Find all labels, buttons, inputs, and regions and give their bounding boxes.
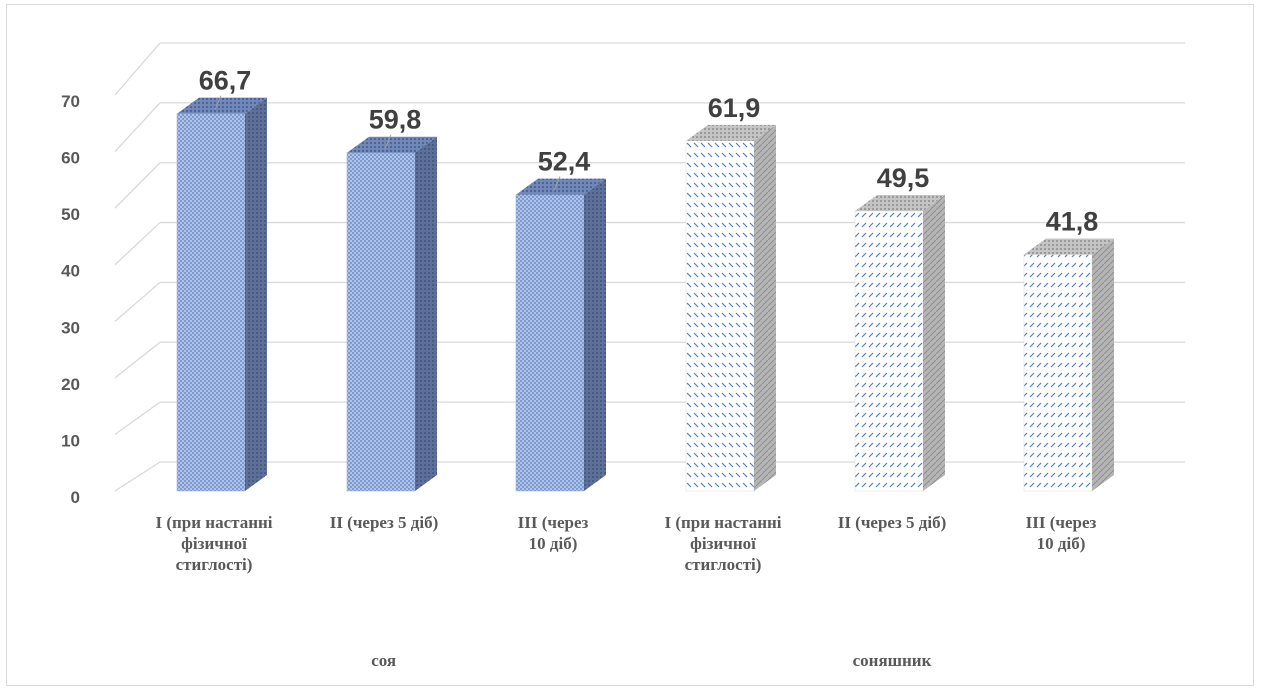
gridline-depth [114,341,161,379]
data-label: 52,4 [538,147,591,177]
gridline-depth [114,102,161,153]
x-group-label: соняшник [852,651,932,670]
bar-top [347,136,437,153]
gridline-depth [114,281,161,322]
y-axis: 0 10 20 30 40 50 60 70 [61,92,80,507]
bar-front [346,152,416,492]
data-labels: 66,7 59,8 52,4 61,9 49,5 41,8 [199,66,1099,237]
data-label: 59,8 [369,105,422,135]
bar-front [685,140,755,492]
bar-top [855,194,945,211]
data-label: 61,9 [708,93,761,123]
y-tick-label: 20 [61,375,80,394]
gridline-depth [114,461,161,492]
bar [515,176,606,492]
gridline-depth [114,401,161,435]
bar-front [1023,254,1093,492]
bar-top [686,124,776,141]
label-leader-line [384,134,392,149]
bar [346,134,437,492]
bar-side [923,194,945,491]
data-label: 41,8 [1046,207,1099,237]
gridlines [114,42,1185,492]
bar [1023,238,1114,492]
y-tick-label: 0 [71,488,80,507]
bar [176,95,267,492]
y-tick-label: 50 [61,205,80,224]
bar-front [854,210,924,492]
bar-top [177,97,267,114]
y-tick-label: 70 [61,92,80,111]
bar [854,194,945,492]
bar [685,124,776,492]
bar-side [584,178,606,491]
y-tick-label: 40 [61,262,80,281]
x-category-label: I (при настанні фізичної стиглості) [664,513,782,574]
x-group-label: соя [371,651,397,670]
label-leader-line [553,176,561,191]
bars [176,95,1114,492]
x-category-label: III (через 10 діб) [1025,513,1097,553]
bar-side [1092,238,1114,491]
data-label: 49,5 [877,163,930,193]
x-category-label: II (через 5 діб) [329,513,439,532]
y-tick-label: 30 [61,318,80,337]
bar-top [1024,238,1114,255]
x-category-label: I (при настанні фізичної стиглості) [155,513,273,574]
gridline-depth [114,222,161,266]
bar-top [516,178,606,195]
x-category-label: II (через 5 діб) [837,513,947,532]
data-label: 66,7 [199,66,252,96]
bar-side [415,136,437,491]
gridline-depth [114,162,161,209]
label-leader-line [214,95,222,110]
bar-side [245,97,267,491]
bar-front [176,113,246,492]
bar-front [515,194,585,492]
x-category-label: III (через 10 діб) [517,513,589,553]
y-tick-label: 60 [61,149,80,168]
gridline-depth [114,42,161,96]
bar-side [754,124,776,491]
y-tick-label: 10 [61,431,80,450]
